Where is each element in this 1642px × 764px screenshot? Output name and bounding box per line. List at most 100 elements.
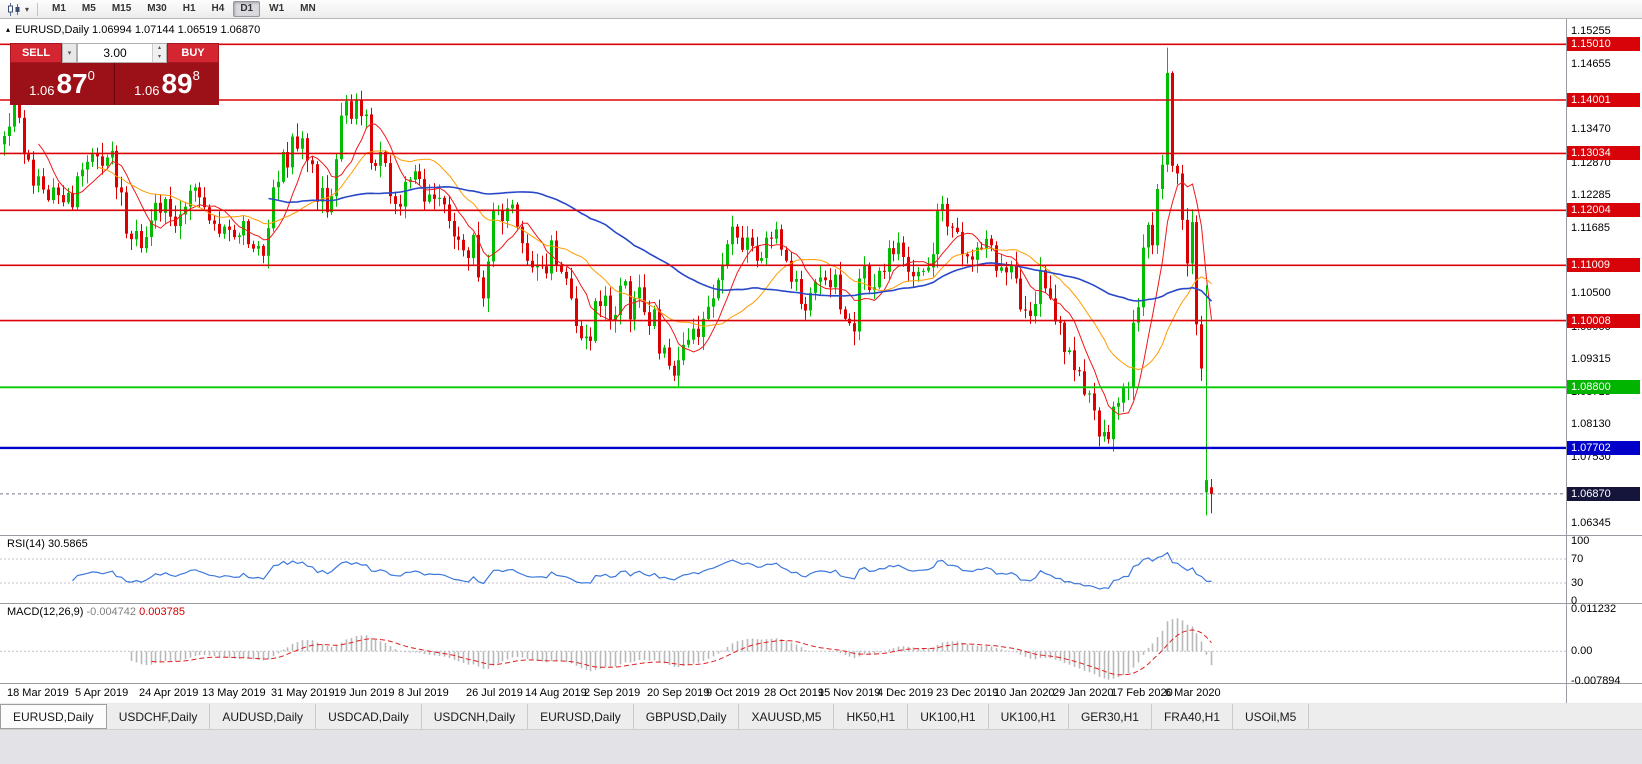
chart-tab-hk50-h1[interactable]: HK50,H1 xyxy=(834,704,909,729)
candles-layer xyxy=(3,47,1213,516)
timeframe-button-m30[interactable]: M30 xyxy=(147,3,167,14)
date-axis-tick: 9 Oct 2019 xyxy=(706,687,760,699)
support-resistance-lines xyxy=(0,43,1566,495)
price-axis-tick-1.12285: 1.12285 xyxy=(1571,188,1611,201)
volume-up-icon[interactable]: ▴ xyxy=(153,44,166,53)
one-click-trading-panel: SELL ▾ 3.00 ▴ ▾ BUY 1.06 87 0 1.06 89 8 xyxy=(10,43,219,105)
date-axis-tick: 6 Mar 2020 xyxy=(1165,687,1221,699)
date-axis-tick: 17 Feb 2020 xyxy=(1111,687,1173,699)
date-axis-tick: 18 Mar 2019 xyxy=(7,687,69,699)
volume-down-icon[interactable]: ▾ xyxy=(153,53,166,62)
date-axis-tick: 8 Jul 2019 xyxy=(398,687,449,699)
buy-price[interactable]: 1.06 89 8 xyxy=(115,63,219,105)
trade-panel-controls: SELL ▾ 3.00 ▴ ▾ BUY xyxy=(10,43,219,63)
price-axis-tick-1.11685: 1.11685 xyxy=(1571,221,1610,234)
sell-price[interactable]: 1.06 87 0 xyxy=(10,63,114,105)
chart-tab-xauusd-m5[interactable]: XAUUSD,M5 xyxy=(739,704,835,729)
status-strip xyxy=(0,730,1642,764)
date-axis-tick: 31 May 2019 xyxy=(271,687,335,699)
macd-axis-tick-0.011232: 0.011232 xyxy=(1571,603,1617,615)
timeframe-button-d1[interactable]: D1 xyxy=(233,1,261,17)
volume-value[interactable]: 3.00 xyxy=(103,46,127,60)
timeframe-button-m15[interactable]: M15 xyxy=(111,3,132,14)
timeframe-button-w1[interactable]: W1 xyxy=(269,3,285,14)
sell-price-big: 87 xyxy=(56,68,88,99)
volume-input[interactable]: 3.00 ▴ ▾ xyxy=(77,43,167,63)
ma-20-line xyxy=(97,150,1212,371)
chart-tab-usdcad-daily[interactable]: USDCAD,Daily xyxy=(316,704,422,729)
date-axis-tick: 15 Nov 2019 xyxy=(818,687,881,699)
rsi-axis-tick-30: 30 xyxy=(1571,577,1584,589)
chart-title-text: EURUSD,Daily 1.06994 1.07144 1.06519 1.0… xyxy=(15,24,261,36)
timeframe-button-mn[interactable]: MN xyxy=(300,3,316,14)
macd-histogram xyxy=(130,618,1213,680)
chart-tab-eurusd-daily[interactable]: EURUSD,Daily xyxy=(528,704,634,729)
date-axis-tick: 26 Jul 2019 xyxy=(466,687,523,699)
chart-tab-uk100-h1[interactable]: UK100,H1 xyxy=(989,704,1069,729)
date-axis-tick: 4 Dec 2019 xyxy=(877,687,934,699)
date-axis-tick: 10 Jan 2020 xyxy=(994,687,1055,699)
timeframe-button-h1[interactable]: H1 xyxy=(182,3,196,14)
chart-tabs-bar: EURUSD,Daily USDCHF,Daily AUDUSD,Daily USDC… xyxy=(0,704,1642,730)
price-level-label-1.08800: 1.08800 xyxy=(1567,380,1640,395)
timeframe-buttons-group: M1 M5 M15 M30 H1 H4 D1 W1 MN xyxy=(45,1,323,17)
price-axis-tick-1.09315: 1.09315 xyxy=(1571,352,1611,365)
date-axis-tick: 23 Dec 2019 xyxy=(936,687,999,699)
chart-tab-fra40-h1[interactable]: FRA40,H1 xyxy=(1152,704,1233,729)
price-level-label-1.07702: 1.07702 xyxy=(1567,440,1640,455)
volume-dropdown-icon[interactable]: ▾ xyxy=(62,43,77,63)
price-level-label-1.12004: 1.12004 xyxy=(1567,203,1640,218)
rsi-axis-tick-100: 100 xyxy=(1571,535,1590,547)
timeframe-button-m5[interactable]: M5 xyxy=(81,3,96,14)
macd-axis-tick--0.007894: -0.007894 xyxy=(1571,675,1621,687)
price-level-label-1.11009: 1.11009 xyxy=(1567,258,1640,273)
buy-price-pipette: 8 xyxy=(192,68,200,83)
date-axis-tick: 5 Apr 2019 xyxy=(75,687,129,699)
date-axis-tick: 28 Oct 2019 xyxy=(764,687,824,699)
chart-tab-usoil-m5[interactable]: USOil,M5 xyxy=(1233,704,1310,729)
macd-signal-line xyxy=(151,629,1212,676)
volume-spinner: ▴ ▾ xyxy=(152,44,166,62)
sell-button[interactable]: SELL xyxy=(10,43,62,63)
timeframe-button-h4[interactable]: H4 xyxy=(211,3,225,14)
rsi-axis-tick-70: 70 xyxy=(1571,553,1584,565)
chart-tab-ger30-h1[interactable]: GER30,H1 xyxy=(1069,704,1152,729)
rsi-line xyxy=(72,551,1212,590)
rsi-indicator-label: RSI(14) 30.5865 xyxy=(7,538,88,550)
chart-type-dropdown-icon[interactable]: ▾ xyxy=(25,4,30,14)
price-level-label-1.13034: 1.13034 xyxy=(1567,146,1640,161)
price-level-label-1.15010: 1.15010 xyxy=(1567,37,1640,52)
price-level-label-1.06870: 1.06870 xyxy=(1567,486,1640,501)
chart-tab-gbpusd-daily[interactable]: GBPUSD,Daily xyxy=(634,704,740,729)
price-axis-tick-1.14655: 1.14655 xyxy=(1571,57,1611,70)
chart-tab-usdchf-daily[interactable]: USDCHF,Daily xyxy=(107,704,211,729)
price-axis-tick-1.15255: 1.15255 xyxy=(1571,24,1611,37)
timeframe-toolbar: ▾ M1 M5 M15 M30 H1 H4 D1 W1 MN xyxy=(0,0,1642,19)
chart-title: ▴ EURUSD,Daily 1.06994 1.07144 1.06519 1.… xyxy=(6,24,260,36)
rsi-name: RSI(14) xyxy=(7,538,45,550)
macd-axis-tick-0.00: 0.00 xyxy=(1571,645,1593,658)
chart-tab-uk100-h1[interactable]: UK100,H1 xyxy=(908,704,989,729)
buy-price-big: 89 xyxy=(161,68,193,99)
buy-button[interactable]: BUY xyxy=(167,43,219,63)
timeframe-button-m1[interactable]: M1 xyxy=(52,3,66,14)
chart-window xyxy=(0,19,1642,703)
price-axis-tick-1.08130: 1.08130 xyxy=(1571,418,1611,431)
price-level-label-1.10008: 1.10008 xyxy=(1567,313,1640,328)
rsi-value: 30.5865 xyxy=(47,538,88,550)
window-expand-icon: ▴ xyxy=(6,25,11,34)
chart-tab-audusd-daily[interactable]: AUDUSD,Daily xyxy=(210,704,317,729)
buy-price-prefix: 1.06 xyxy=(134,83,160,98)
price-axis-tick-1.06345: 1.06345 xyxy=(1571,516,1611,529)
chart-type-icon[interactable] xyxy=(5,2,23,16)
chart-tab-eurusd-daily[interactable]: EURUSD,Daily xyxy=(0,704,107,729)
sell-price-prefix: 1.06 xyxy=(29,83,55,98)
date-axis-tick: 13 May 2019 xyxy=(202,687,266,699)
chart-tab-usdcnh-daily[interactable]: USDCNH,Daily xyxy=(422,704,529,729)
price-axis-tick-1.13470: 1.13470 xyxy=(1571,123,1611,136)
date-axis-tick: 19 Jun 2019 xyxy=(334,687,395,699)
ma-8-line xyxy=(38,123,1212,415)
date-axis-tick: 29 Jan 2020 xyxy=(1053,687,1114,699)
